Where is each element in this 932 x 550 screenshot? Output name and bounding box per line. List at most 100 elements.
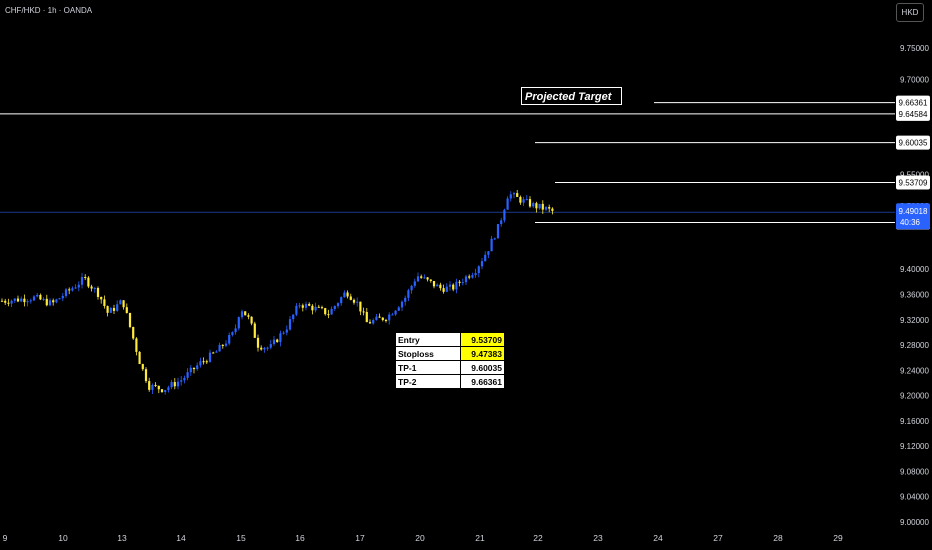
candle-body (212, 352, 215, 354)
candle-body (519, 196, 522, 203)
candle-body (349, 296, 352, 300)
candle-body (288, 319, 292, 330)
candle-body (461, 282, 464, 284)
candle-body (7, 302, 10, 304)
price-tag-9.53709 (896, 175, 930, 190)
candle-body (119, 300, 122, 305)
candle-body (45, 298, 48, 306)
candle-body (384, 319, 388, 321)
candle-body (36, 294, 39, 297)
candle-body (445, 286, 448, 292)
candle-body (544, 207, 548, 210)
candle-body (228, 335, 231, 344)
x-tick-label: 17 (355, 533, 365, 543)
candle-body (116, 304, 119, 311)
x-tick-label: 20 (415, 533, 425, 543)
candle-body (506, 198, 509, 210)
candle-body (285, 329, 288, 333)
candle-body (231, 332, 234, 336)
candle-body (247, 315, 250, 317)
candle-body (432, 281, 436, 287)
price-tag-9.66361 (896, 95, 930, 110)
candle-body (535, 203, 538, 209)
candle-body (106, 306, 109, 313)
candle-body (23, 298, 26, 303)
levels-row: TP-1 9.60035 (395, 360, 505, 375)
candle-body (346, 292, 349, 297)
candle-body (509, 194, 512, 199)
candle-body (240, 311, 244, 318)
candle-body (532, 203, 535, 207)
candle-body (80, 277, 84, 285)
candle-body (455, 281, 458, 290)
candle-body (423, 277, 426, 279)
candle-body (292, 314, 295, 320)
candle-body (295, 305, 298, 315)
candle-body (208, 352, 212, 362)
candle-body (77, 284, 80, 288)
candle-body (298, 305, 301, 307)
currency-button[interactable]: HKD (896, 3, 924, 22)
x-tick-label: 13 (117, 533, 127, 543)
candle-body (404, 297, 407, 302)
candle-body (480, 261, 484, 267)
candle-body (135, 338, 138, 352)
candle-body (260, 347, 263, 350)
candle-body (61, 295, 64, 299)
candle-body (58, 298, 61, 300)
projected-target-label: Projected Target (521, 87, 622, 105)
candle-body (362, 311, 365, 313)
candle-body (516, 193, 519, 197)
candle-body (330, 308, 333, 315)
candle-body (512, 193, 516, 195)
price-tags-layer: 9.663619.645849.600359.537099.473839.490… (896, 95, 930, 230)
candle-body (256, 337, 260, 348)
candle-body (317, 306, 320, 308)
levels-row-label: TP-1 (395, 360, 461, 375)
levels-row: Entry 9.53709 (395, 332, 505, 347)
candle-body (0, 300, 4, 302)
current-price-text: 9.49018 (899, 207, 928, 216)
x-tick-label: 24 (653, 533, 663, 543)
y-tick-label: 9.20000 (900, 392, 929, 401)
x-tick-label: 15 (236, 533, 246, 543)
levels-row-value: 9.66361 (460, 374, 505, 389)
x-tick-label: 28 (773, 533, 783, 543)
candle-body (484, 254, 487, 262)
candle-body (87, 277, 90, 287)
candle-body (157, 385, 160, 390)
price-tag-text: 9.60035 (899, 139, 928, 148)
levels-row-value: 9.53709 (460, 332, 505, 347)
levels-row-label: Entry (395, 332, 461, 347)
candle-body (29, 300, 32, 302)
candle-body (20, 298, 23, 302)
candle-body (100, 296, 103, 300)
levels-row-value: 9.60035 (460, 360, 505, 375)
candle-body (160, 389, 164, 393)
x-tick-label: 22 (533, 533, 543, 543)
price-tag-text: 9.66361 (899, 99, 928, 108)
time-axis: 9 10 13 14 15 16 17 20 21 22 23 24 27 28 29 (3, 533, 843, 543)
levels-row: TP-2 9.66361 (395, 374, 505, 389)
x-tick-label: 29 (833, 533, 843, 543)
candle-body (218, 344, 221, 352)
candle-body (183, 377, 186, 381)
candle-body (244, 311, 247, 316)
candle-body (493, 238, 496, 240)
candle-body (272, 339, 276, 345)
candle-body (26, 301, 29, 303)
candle-body (173, 382, 176, 387)
candle-body (32, 296, 36, 301)
candle-body (282, 332, 285, 334)
candle-body (388, 314, 391, 321)
candle-body (122, 300, 125, 308)
candle-body (48, 300, 52, 306)
candle-body (436, 284, 439, 287)
candle-body (410, 285, 413, 291)
candle-body (324, 308, 327, 315)
candle-body (304, 303, 308, 308)
candle-body (52, 300, 55, 303)
candle-body (301, 305, 304, 308)
y-tick-label: 9.28000 (900, 341, 929, 350)
